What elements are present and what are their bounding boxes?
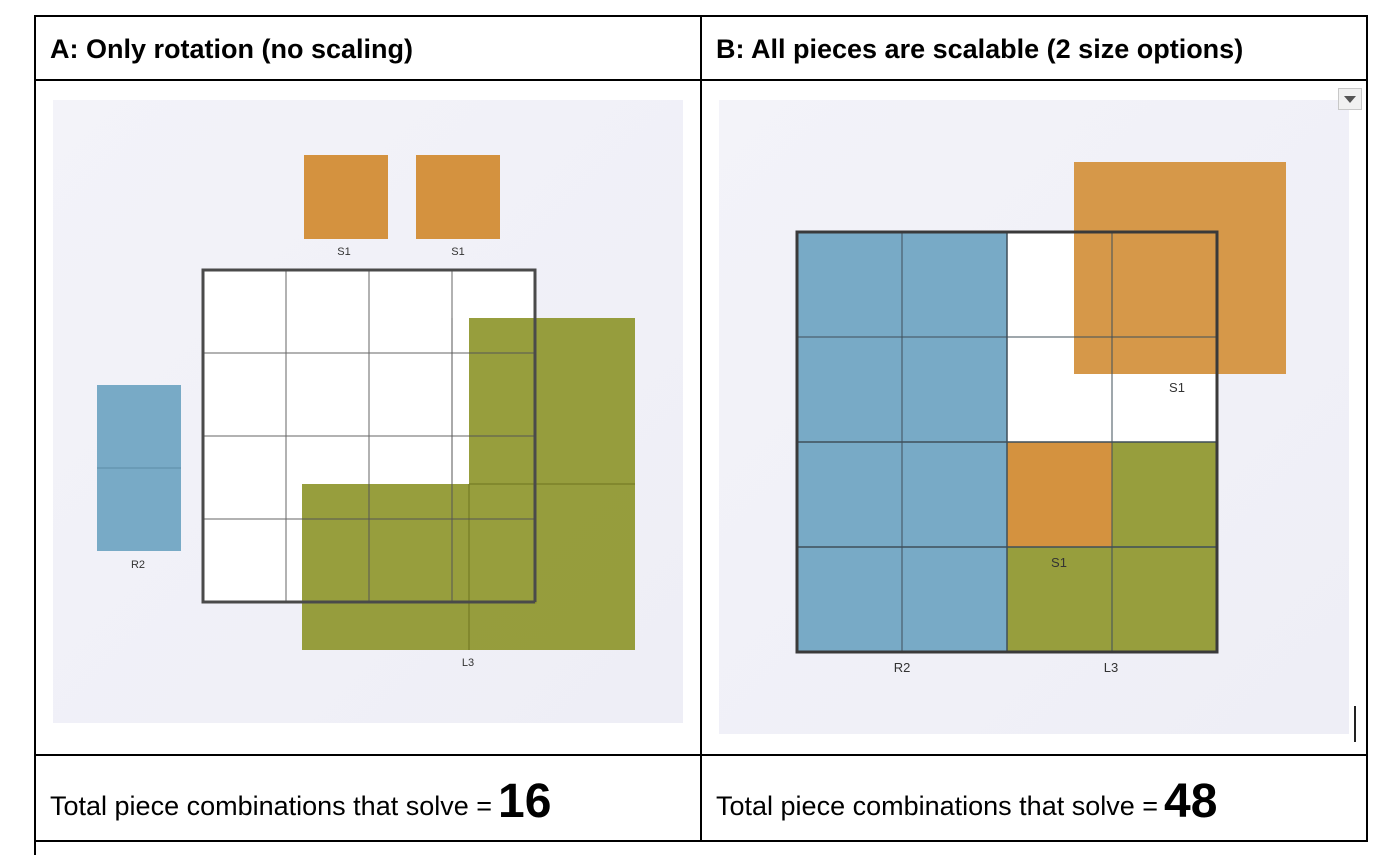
label-s1: S1 bbox=[1169, 380, 1185, 395]
footer-a-label: Total piece combinations that solve = bbox=[50, 791, 493, 821]
panel-a-diagram: S1 S1 R2 L3 bbox=[97, 155, 635, 669]
footer-b-label: Total piece combinations that solve = bbox=[716, 791, 1159, 821]
header-a: A: Only rotation (no scaling) bbox=[50, 34, 413, 64]
panel-b: S1 S1 R2 L3 bbox=[719, 100, 1349, 734]
square-piece-s1-small bbox=[1007, 442, 1112, 547]
footer-a: Total piece combinations that solve = 16 bbox=[50, 778, 551, 826]
label-s1: S1 bbox=[337, 246, 350, 258]
table-border-middle bbox=[700, 15, 702, 842]
footer-b: Total piece combinations that solve = 48 bbox=[716, 778, 1217, 826]
table-border-left bbox=[34, 15, 36, 855]
label-l3: L3 bbox=[462, 657, 474, 669]
footer-b-value: 48 bbox=[1164, 775, 1218, 828]
dropdown-button[interactable] bbox=[1338, 88, 1362, 110]
label-s1: S1 bbox=[1051, 555, 1067, 570]
label-l3: L3 bbox=[1104, 660, 1118, 675]
panel-b-diagram: S1 S1 R2 L3 bbox=[795, 162, 1286, 675]
chevron-down-icon bbox=[1344, 96, 1356, 103]
label-r2: R2 bbox=[894, 660, 911, 675]
grid-outline bbox=[795, 230, 1219, 654]
comparison-table bbox=[34, 15, 1368, 855]
footer-a-value: 16 bbox=[498, 775, 552, 828]
square-piece-s1 bbox=[416, 155, 500, 239]
square-piece-s1-large bbox=[1074, 162, 1286, 374]
label-s1: S1 bbox=[451, 246, 464, 258]
table-border-right bbox=[1366, 15, 1368, 842]
target-grid bbox=[795, 230, 1219, 654]
header-b: B: All pieces are scalable (2 size optio… bbox=[716, 34, 1244, 64]
label-r2: R2 bbox=[131, 559, 145, 571]
text-cursor bbox=[1354, 706, 1356, 742]
panel-a: S1 S1 R2 L3 bbox=[53, 100, 683, 723]
square-piece-s1 bbox=[304, 155, 388, 239]
